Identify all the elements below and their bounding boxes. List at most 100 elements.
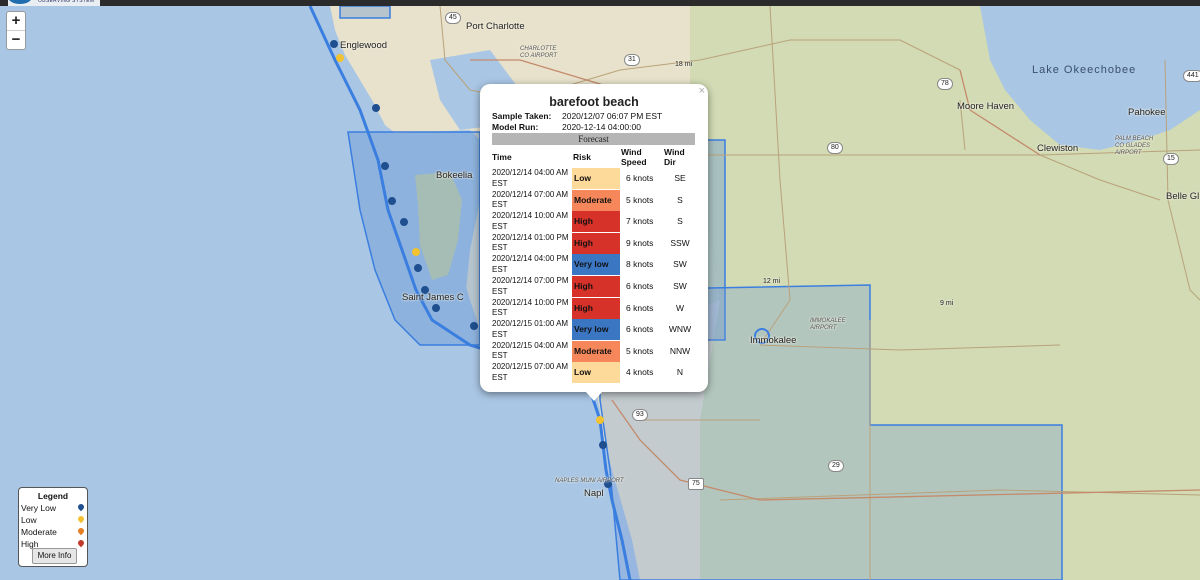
cell-wind-speed: 6 knots: [626, 173, 654, 183]
label-port-charlotte: Port Charlotte: [466, 21, 525, 32]
cell-wind-dir: SW: [673, 281, 687, 291]
header-wind-dir: Wind Dir: [664, 147, 685, 167]
legend-item-low: Low: [21, 514, 86, 525]
lake-okeechobee: [980, 6, 1200, 150]
marker-icon: [76, 514, 86, 524]
label-naples: Napl: [584, 488, 604, 499]
more-info-button[interactable]: More Info: [32, 548, 77, 564]
table-row: 2020/12/14 10:00 AM EST High 7 knots S: [492, 211, 695, 233]
table-row: 2020/12/14 07:00 PM EST High 6 knots SW: [492, 276, 695, 297]
cell-time: 2020/12/15 07:00 AM EST: [492, 362, 569, 382]
cell-time: 2020/12/14 07:00 PM EST: [492, 276, 569, 296]
cell-time: 2020/12/15 04:00 AM EST: [492, 340, 569, 361]
marker-low: [336, 53, 345, 76]
label-distance: 9 mi: [940, 300, 954, 307]
model-run-value: 2020-12-14 04:00:00: [562, 122, 641, 132]
legend-label: Very Low: [21, 503, 56, 513]
close-icon[interactable]: ×: [698, 85, 705, 97]
cell-wind-speed: 6 knots: [626, 302, 654, 313]
model-run-row: Model Run: 2020-12-14 04:00:00: [492, 122, 641, 132]
cell-risk: Moderate: [572, 340, 620, 362]
marker-icon: [76, 526, 86, 536]
legend-label: Low: [21, 515, 37, 525]
table-row: 2020/12/14 04:00 PM EST Very low 8 knots SW: [492, 254, 695, 276]
cell-wind-speed: 8 knots: [626, 259, 654, 270]
interstate-shield: 75: [688, 478, 704, 490]
region-west: [347, 131, 481, 346]
site-logo[interactable]: OBSERVING SYSTEM: [8, 0, 100, 6]
marker-icon: [76, 502, 86, 512]
marker-very-low: [432, 304, 441, 326]
cell-wind-speed: 9 knots: [626, 237, 654, 248]
cell-wind-speed: 7 knots: [626, 216, 654, 227]
label-distance: 18 mi: [675, 61, 693, 68]
legend-item-high: High: [21, 538, 86, 549]
marker-very-low: [604, 479, 613, 502]
cell-wind-dir: W: [675, 302, 685, 313]
cell-risk: High: [572, 276, 620, 297]
sample-taken-label: Sample Taken:: [492, 111, 552, 121]
marker-very-low: [372, 104, 381, 126]
marker-icon: [76, 538, 86, 548]
highway-shield: 93: [632, 409, 648, 421]
station-popup: × barefoot beach Sample Taken: 2020/12/07…: [480, 84, 708, 401]
cell-risk: High: [572, 232, 620, 254]
marker-very-low: [421, 286, 430, 308]
label-immokalee: Immokalee: [750, 335, 797, 346]
header-wind-speed: Wind Speed: [621, 147, 647, 167]
label-charlotte-airport: CHARLOTTE CO AIRPORT: [520, 46, 558, 59]
cell-time: 2020/12/15 01:00 AM EST: [492, 319, 569, 339]
top-bar: [0, 0, 1200, 6]
cell-time: 2020/12/14 07:00 AM EST: [492, 189, 569, 210]
legend: Legend Very Low Low Moderate High More I…: [18, 487, 88, 567]
table-row: 2020/12/15 07:00 AM EST Low 4 knots N: [492, 362, 695, 384]
cell-risk: Moderate: [572, 189, 620, 211]
highway-shield: 15: [1163, 153, 1179, 165]
label-pahokee: Pahokee: [1128, 107, 1166, 118]
legend-label: High: [21, 539, 39, 549]
legend-item-moderate: Moderate: [21, 526, 86, 537]
marker-low: [412, 247, 421, 270]
cell-risk: Low: [572, 168, 620, 189]
header-time: Time: [492, 152, 512, 162]
label-saint-james-city: Saint James C: [402, 292, 464, 303]
marker-low: [596, 416, 605, 438]
cell-wind-speed: 5 knots: [626, 194, 654, 205]
marker-very-low: [388, 196, 397, 219]
label-moore-haven: Moore Haven: [957, 101, 1015, 112]
zoom-out-button[interactable]: −: [7, 30, 25, 49]
cell-risk: Very low: [572, 254, 620, 276]
region-north: [339, 5, 391, 19]
highway-shield: 29: [828, 460, 844, 472]
label-distance: 12 mi: [763, 278, 781, 285]
cell-time: 2020/12/14 10:00 PM EST: [492, 297, 569, 318]
pine-island: [415, 172, 462, 280]
zoom-in-button[interactable]: +: [11, 12, 21, 29]
cell-wind-dir: S: [677, 194, 683, 205]
popup-title: barefoot beach: [549, 95, 639, 109]
cell-wind-dir: SW: [673, 259, 687, 270]
cell-time: 2020/12/14 04:00 AM EST: [492, 168, 569, 188]
cell-risk: Low: [572, 362, 620, 384]
cell-time: 2020/12/14 10:00 AM EST: [492, 211, 569, 231]
land-green: [690, 6, 1200, 580]
cell-time: 2020/12/14 01:00 PM EST: [492, 232, 569, 253]
cell-wind-dir: SSW: [670, 237, 690, 248]
table-row: 2020/12/14 07:00 AM EST Moderate 5 knots S: [492, 189, 695, 211]
table-row: 2020/12/14 04:00 AM EST Low 6 knots SE: [492, 168, 695, 189]
label-belle-glade: Belle Gl: [1166, 191, 1200, 202]
label-palm-beach-airport: PALM BEACH CO GLADES AIRPORT: [1115, 136, 1154, 156]
cell-wind-dir: S: [677, 216, 683, 227]
marker-very-low: [599, 441, 608, 463]
marker-very-low: [400, 218, 409, 240]
cell-wind-speed: 5 knots: [626, 345, 654, 356]
cell-wind-dir: WNW: [668, 324, 692, 335]
zoom-control: + −: [6, 11, 26, 50]
cell-wind-speed: 6 knots: [626, 324, 654, 335]
legend-label: Moderate: [21, 527, 57, 537]
header-risk: Risk: [573, 152, 591, 162]
highway-shield: 31: [624, 54, 640, 66]
forecast-heading: Forecast: [492, 133, 695, 145]
cell-risk: High: [572, 297, 620, 319]
